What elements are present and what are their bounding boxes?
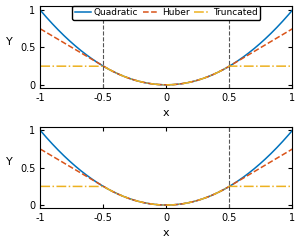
Y-axis label: Y: Y xyxy=(5,37,12,47)
Quadratic xyxy=(154,83,158,86)
Truncated xyxy=(237,65,241,68)
Line: Huber: Huber xyxy=(40,29,292,85)
Huber xyxy=(283,32,287,35)
Huber xyxy=(51,35,55,38)
Line: Truncated: Truncated xyxy=(40,66,292,85)
Legend: Quadratic, Huber, Truncated: Quadratic, Huber, Truncated xyxy=(72,6,260,20)
Quadratic xyxy=(283,17,287,20)
Quadratic xyxy=(290,9,294,12)
Huber xyxy=(283,32,287,35)
Truncated xyxy=(51,65,55,68)
Y-axis label: Y: Y xyxy=(5,157,12,167)
Huber xyxy=(161,83,165,86)
Quadratic xyxy=(161,83,165,86)
Huber xyxy=(237,59,241,62)
Huber xyxy=(154,83,158,86)
Line: Quadratic: Quadratic xyxy=(40,10,292,85)
Quadratic xyxy=(283,17,287,20)
Quadratic xyxy=(237,59,241,61)
Huber xyxy=(39,27,42,30)
Quadratic xyxy=(39,9,42,12)
Truncated xyxy=(283,65,287,68)
Truncated xyxy=(283,65,287,68)
Huber xyxy=(290,27,294,30)
X-axis label: x: x xyxy=(163,228,170,238)
Huber xyxy=(165,83,168,86)
Truncated xyxy=(39,65,42,68)
Truncated xyxy=(154,83,158,86)
Truncated xyxy=(161,83,165,86)
Quadratic xyxy=(165,83,168,86)
Truncated xyxy=(165,83,168,86)
Truncated xyxy=(290,65,294,68)
Quadratic xyxy=(51,23,55,26)
X-axis label: x: x xyxy=(163,108,170,118)
